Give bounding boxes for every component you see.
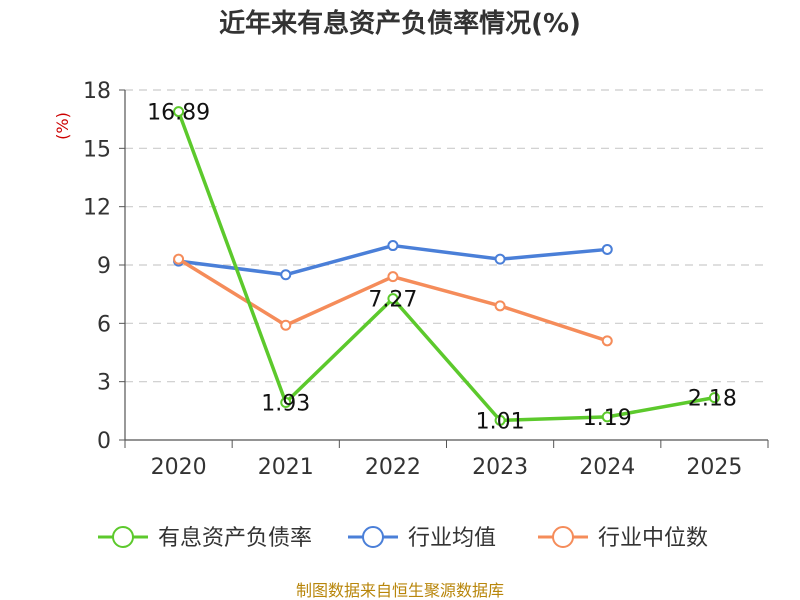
y-tick-label: 15 <box>83 137 111 162</box>
y-tick-label: 0 <box>97 429 111 454</box>
data-label-2025: 2.18 <box>688 387 737 412</box>
data-point-s2-2024[interactable] <box>601 335 613 347</box>
data-point-s0-2020[interactable] <box>173 106 185 118</box>
data-point-s2-2020[interactable] <box>173 253 185 265</box>
y-tick-label: 9 <box>97 254 111 279</box>
data-point-s0-2022[interactable] <box>387 293 399 305</box>
grid <box>125 89 768 383</box>
x-tick-label-2020: 2020 <box>151 455 207 480</box>
data-label-2022: 7.27 <box>368 288 417 313</box>
y-tick-label: 18 <box>83 79 111 104</box>
data-point-s0-2025[interactable] <box>708 392 720 404</box>
legend-label-0: 有息资产负债率 <box>158 526 312 551</box>
legend-marker-2 <box>552 526 574 548</box>
data-label-2024: 1.19 <box>583 406 632 431</box>
legend-label-1: 行业均值 <box>408 526 496 551</box>
data-label-2023: 1.01 <box>476 409 525 434</box>
data-point-s2-2023[interactable] <box>494 300 506 312</box>
x-tick-label-2023: 2023 <box>472 455 528 480</box>
legend-marker-1 <box>362 526 384 548</box>
y-tick-label: 12 <box>83 196 111 221</box>
data-point-s1-2021[interactable] <box>280 269 292 281</box>
series-line-0 <box>176 110 715 423</box>
y-axis-label: (%) <box>53 112 72 140</box>
data-point-s1-2022[interactable] <box>387 240 399 252</box>
data-point-s2-2022[interactable] <box>387 271 399 283</box>
legend-item-1[interactable]: 行业均值 <box>348 526 496 551</box>
data-point-s2-2021[interactable] <box>280 319 292 331</box>
axes: 0 3 6 9 12 15 18 2020 2021 2022 2023 2024 2025 <box>83 79 769 480</box>
chart-title: 近年来有息资产负债率情况(%) <box>219 8 581 39</box>
y-tick-label: 3 <box>97 371 111 396</box>
data-point-s1-2023[interactable] <box>494 253 506 265</box>
data-point-s0-2023[interactable] <box>494 414 506 426</box>
data-point-s1-2024[interactable] <box>601 243 613 255</box>
data-point-s0-2024[interactable] <box>601 411 613 423</box>
source-note: 制图数据来自恒生聚源数据库 <box>296 581 504 600</box>
data-label-2020: 16.89 <box>147 101 210 126</box>
data-point-s0-2021[interactable] <box>280 396 292 408</box>
y-tick-label: 6 <box>97 312 111 337</box>
x-tick-label-2022: 2022 <box>365 455 421 480</box>
data-label-2021: 1.93 <box>261 391 310 416</box>
legend-label-2: 行业中位数 <box>598 526 708 551</box>
data-labels: 16.89 1.93 7.27 1.01 1.19 2.18 <box>147 101 737 435</box>
x-tick-label-2024: 2024 <box>579 455 635 480</box>
legend-marker-0 <box>112 526 134 548</box>
legend-item-2[interactable]: 行业中位数 <box>538 526 708 551</box>
legend[interactable]: 有息资产负债率 行业均值 行业中位数 <box>98 526 708 551</box>
x-tick-label-2021: 2021 <box>258 455 314 480</box>
legend-item-0[interactable]: 有息资产负债率 <box>98 526 312 551</box>
series-group <box>173 106 720 426</box>
x-tick-label-2025: 2025 <box>686 455 742 480</box>
